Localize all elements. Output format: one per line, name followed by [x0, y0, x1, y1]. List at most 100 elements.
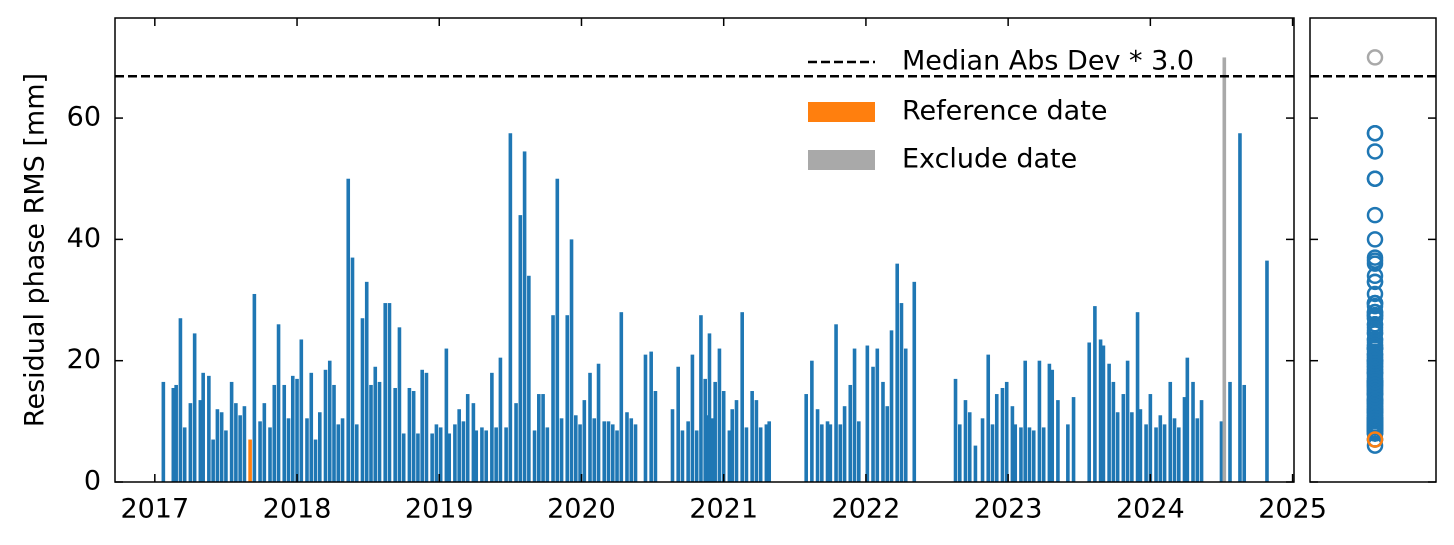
bar	[1144, 424, 1148, 482]
bar	[234, 403, 238, 482]
bar	[551, 315, 555, 482]
bar	[1071, 397, 1076, 482]
bar	[207, 375, 211, 482]
point	[1366, 297, 1384, 315]
bar	[373, 366, 378, 482]
bar	[295, 378, 299, 482]
bar	[690, 354, 695, 482]
bar	[1238, 133, 1242, 482]
legend-label: Reference date	[902, 96, 1107, 127]
bar	[986, 354, 991, 482]
bar	[1031, 430, 1036, 482]
bar	[1172, 418, 1177, 482]
bar	[522, 151, 527, 482]
bar	[694, 430, 699, 482]
point	[1366, 124, 1384, 142]
bar	[407, 387, 412, 482]
bar	[317, 412, 322, 482]
bar	[258, 421, 262, 482]
bar	[508, 133, 513, 482]
point	[1366, 331, 1384, 348]
bar	[444, 348, 449, 482]
legend-swatch	[808, 102, 875, 122]
bar	[573, 415, 578, 482]
bar	[852, 348, 857, 482]
bar	[309, 372, 314, 482]
bar	[1185, 357, 1190, 482]
bar	[596, 363, 601, 482]
bar	[393, 387, 397, 482]
bar	[484, 430, 488, 482]
bar	[994, 394, 999, 482]
bar	[447, 433, 452, 482]
bar	[299, 339, 304, 482]
bar	[619, 312, 624, 482]
bar	[676, 366, 680, 482]
bar	[490, 372, 494, 482]
bar	[424, 372, 429, 482]
bar	[842, 406, 847, 482]
bar	[1265, 260, 1269, 482]
bar	[327, 360, 332, 482]
y-tick-label: 60	[67, 102, 101, 133]
plot-frame	[114, 17, 1295, 483]
bar	[1004, 381, 1009, 482]
bar	[474, 430, 479, 482]
bar	[899, 303, 904, 482]
x-tick-label: 2025	[1258, 494, 1327, 525]
bar	[980, 418, 985, 482]
bar	[1023, 360, 1028, 482]
bar	[480, 427, 484, 482]
bar	[346, 178, 351, 482]
bar	[305, 418, 309, 482]
bar	[1111, 381, 1116, 482]
point	[1366, 376, 1384, 394]
bar	[1107, 363, 1111, 482]
bar	[582, 400, 587, 482]
bar	[957, 424, 962, 482]
bar	[364, 281, 369, 482]
bar	[1056, 400, 1060, 482]
bar	[804, 394, 808, 482]
bar	[686, 421, 690, 482]
point	[1366, 273, 1384, 291]
bar	[238, 415, 242, 482]
bar	[767, 421, 772, 482]
axes: 0 20 40 60 2017 2018 2019 2020 2021 2022 2023 2024 2…	[67, 17, 1437, 525]
bar	[262, 403, 267, 482]
y-tick-label: 20	[67, 344, 101, 375]
bar	[1115, 412, 1120, 482]
bar	[555, 178, 560, 482]
bar	[336, 424, 341, 482]
bar	[857, 421, 861, 482]
bar	[625, 412, 629, 482]
bar	[653, 391, 658, 482]
bar	[1162, 424, 1167, 482]
bar	[532, 430, 537, 482]
bar	[198, 400, 203, 482]
y-axis-label: Residual phase RMS [mm]	[20, 73, 51, 427]
bar	[643, 354, 648, 482]
bar	[434, 424, 439, 482]
bar	[633, 424, 638, 482]
bar	[1158, 415, 1163, 482]
bar	[369, 384, 373, 482]
bar	[461, 421, 466, 482]
bar	[286, 418, 291, 482]
point	[1366, 49, 1384, 66]
y-tick-label: 40	[67, 223, 101, 254]
bar	[416, 433, 420, 482]
bar	[721, 391, 726, 482]
bar	[1000, 387, 1005, 482]
point	[1366, 285, 1384, 303]
bar	[953, 378, 958, 482]
bar	[182, 427, 187, 482]
bar	[838, 424, 843, 482]
bar	[754, 400, 759, 482]
x-tick-label: 2020	[547, 494, 616, 525]
point	[1366, 419, 1384, 436]
x-tick-label: 2019	[405, 494, 474, 525]
bar	[750, 391, 754, 482]
bar	[875, 348, 880, 482]
